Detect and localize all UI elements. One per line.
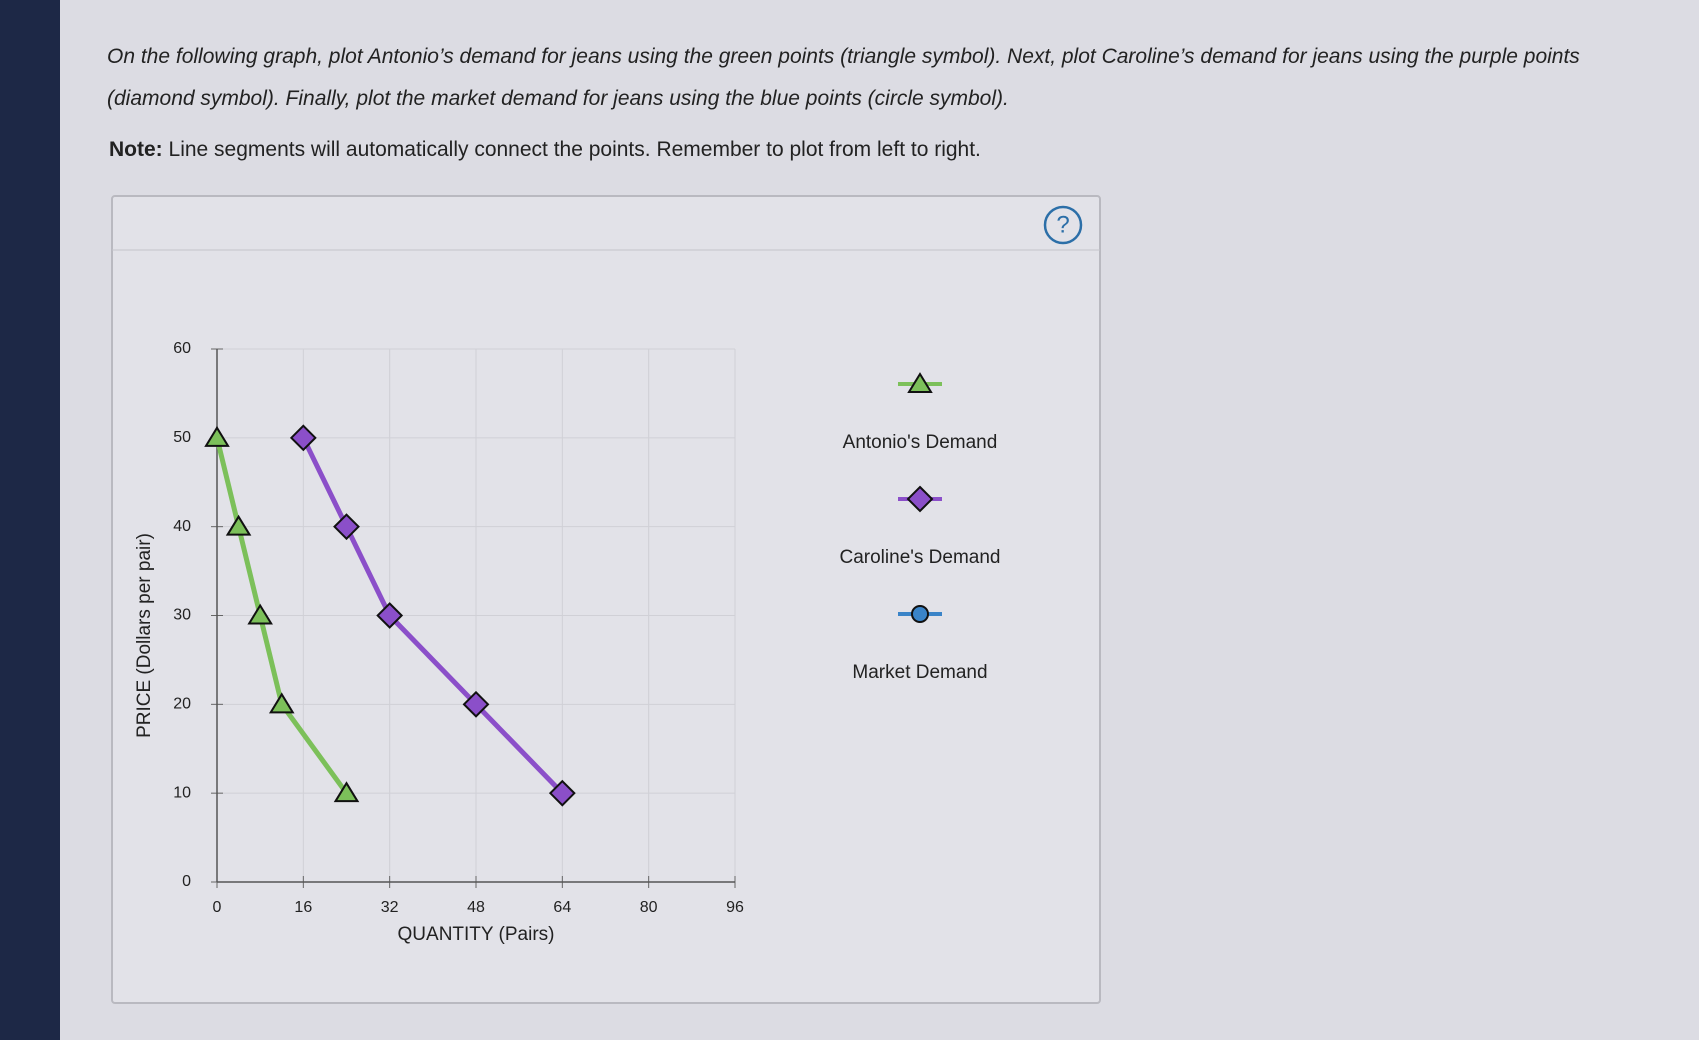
x-tick-label: 16 xyxy=(294,899,312,916)
legend-marker xyxy=(911,605,929,623)
legend-marker xyxy=(906,485,934,513)
x-tick-label: 64 xyxy=(553,899,571,916)
data-point xyxy=(333,513,360,541)
y-tick-label: 50 xyxy=(173,429,191,446)
x-tick-label: 96 xyxy=(726,899,744,916)
note-label: Note: xyxy=(109,138,163,161)
data-point xyxy=(268,692,295,714)
data-point xyxy=(247,603,273,625)
data-point xyxy=(548,779,576,807)
x-tick-label: 48 xyxy=(467,899,485,916)
y-tick-label: 30 xyxy=(173,607,191,624)
y-tick-label: 10 xyxy=(173,784,191,801)
data-point xyxy=(376,602,404,629)
instructions: On the following graph, plot Antonio’s d… xyxy=(107,45,1580,110)
help-button[interactable] xyxy=(1043,205,1083,245)
legend-label: Antonio's Demand xyxy=(843,432,998,453)
data-point xyxy=(289,424,317,452)
data-point xyxy=(204,425,230,447)
y-axis-label: PRICE (Dollars per pair) xyxy=(134,533,155,738)
legend-label: Market Demand xyxy=(852,662,987,683)
y-tick-label: 40 xyxy=(173,518,191,535)
y-tick-label: 0 xyxy=(182,873,191,890)
x-tick-label: 0 xyxy=(213,899,222,916)
sidebar xyxy=(0,0,60,1040)
legend-label: Caroline's Demand xyxy=(840,547,1001,568)
note-text: Line segments will automatically connect… xyxy=(168,138,981,161)
help-icon[interactable]: ? xyxy=(1056,211,1069,238)
x-axis-label: QUANTITY (Pairs) xyxy=(398,924,555,945)
x-tick-label: 80 xyxy=(640,899,658,916)
note: Note: Line segments will automatically c… xyxy=(109,138,981,162)
x-tick-label: 32 xyxy=(381,899,399,916)
data-point xyxy=(225,514,252,536)
data-point xyxy=(462,690,490,718)
y-tick-label: 60 xyxy=(173,340,191,357)
data-point xyxy=(333,781,360,803)
y-tick-label: 20 xyxy=(173,696,191,713)
chart-panel xyxy=(111,195,1101,1004)
legend-marker xyxy=(907,372,933,393)
